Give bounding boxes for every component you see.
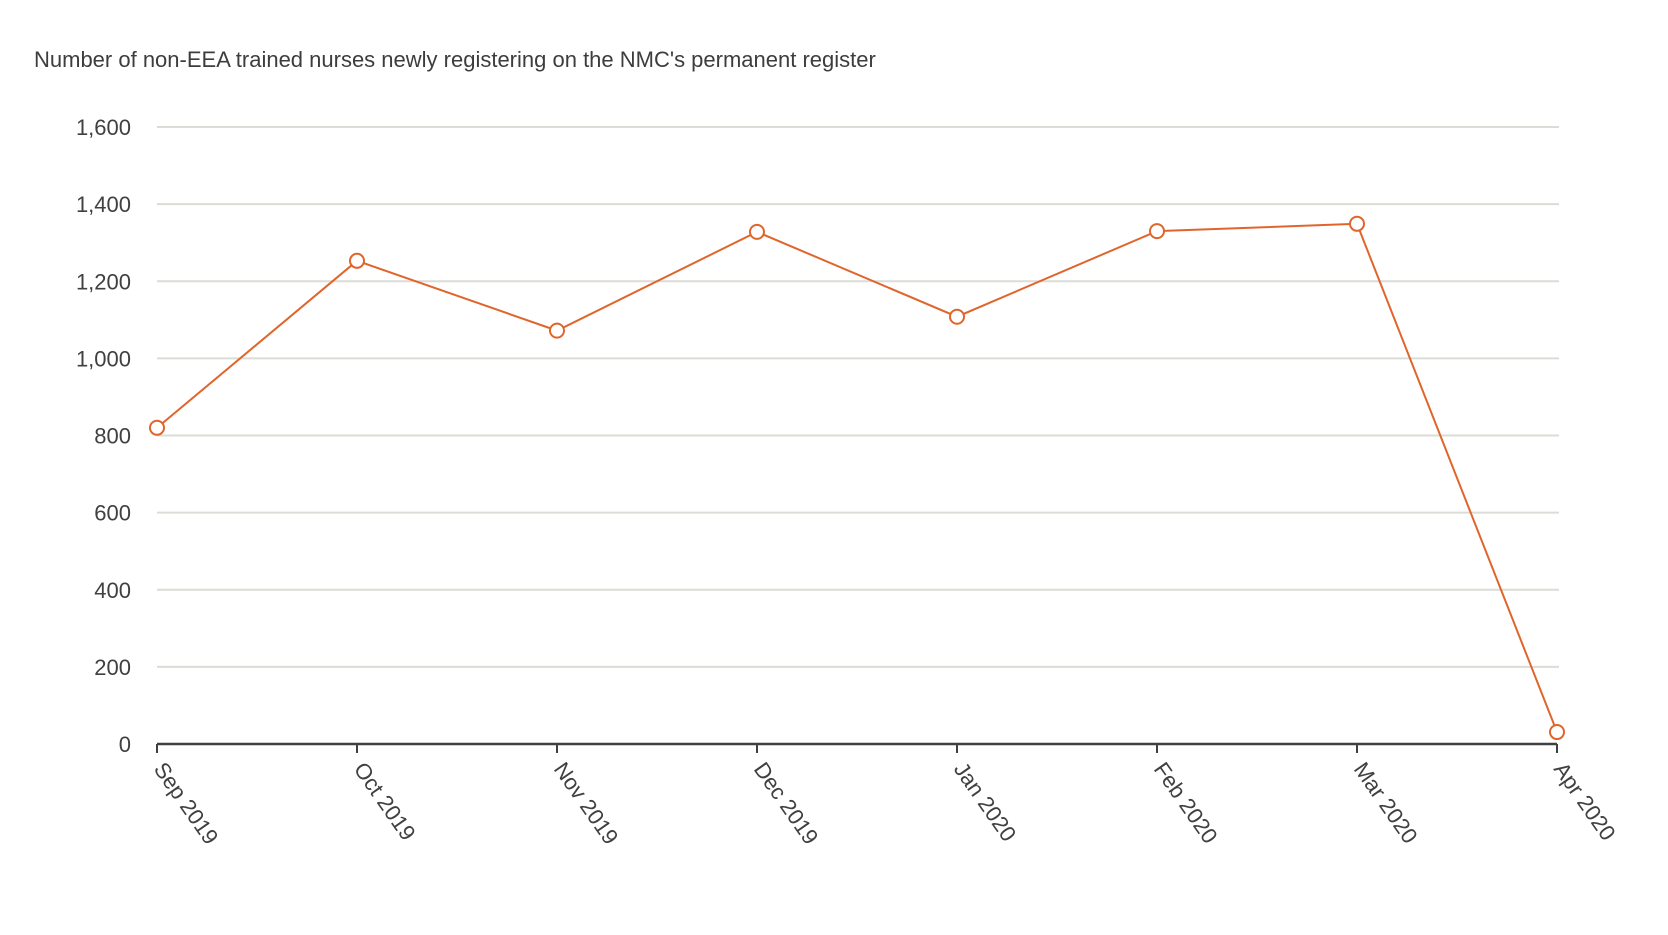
x-tick-label: Mar 2020 (1349, 758, 1423, 848)
y-tick-label: 400 (94, 578, 131, 603)
y-tick-label: 1,200 (76, 269, 131, 294)
data-point-marker[interactable] (1149, 223, 1165, 240)
data-point-marker[interactable] (349, 252, 365, 269)
series-line (156, 222, 1558, 733)
y-tick-label: 0 (119, 732, 131, 757)
y-axis-labels: 0 200 400 600 800 1,000 1,200 1,400 1,600 (76, 115, 131, 757)
data-point-marker[interactable] (149, 419, 165, 436)
data-series (149, 215, 1565, 741)
data-point-marker[interactable] (949, 308, 965, 325)
y-tick-label: 200 (94, 655, 131, 680)
x-tick-label: Feb 2020 (1149, 758, 1223, 848)
y-tick-label: 1,600 (76, 115, 131, 140)
data-point-marker[interactable] (749, 223, 765, 240)
y-tick-label: 1,400 (76, 192, 131, 217)
y-tick-label: 600 (94, 501, 131, 526)
data-point-marker[interactable] (1549, 724, 1565, 741)
y-tick-label: 1,000 (76, 346, 131, 371)
y-tick-label: 800 (94, 424, 131, 449)
x-tick-label: Apr 2020 (1549, 758, 1621, 845)
x-tick-label: Sep 2019 (149, 758, 224, 850)
chart-title: Number of non-EEA trained nurses newly r… (34, 47, 876, 72)
x-tick-label: Oct 2019 (349, 758, 421, 845)
data-point-marker[interactable] (549, 322, 565, 339)
x-tick-label: Nov 2019 (549, 758, 624, 849)
x-tick-label: Jan 2020 (949, 758, 1021, 846)
gridlines (157, 126, 1559, 668)
data-point-marker[interactable] (1349, 215, 1365, 232)
x-tick-label: Dec 2019 (749, 758, 824, 849)
x-axis: Sep 2019 Oct 2019 Nov 2019 Dec 2019 Jan 2020… (149, 742, 1621, 850)
